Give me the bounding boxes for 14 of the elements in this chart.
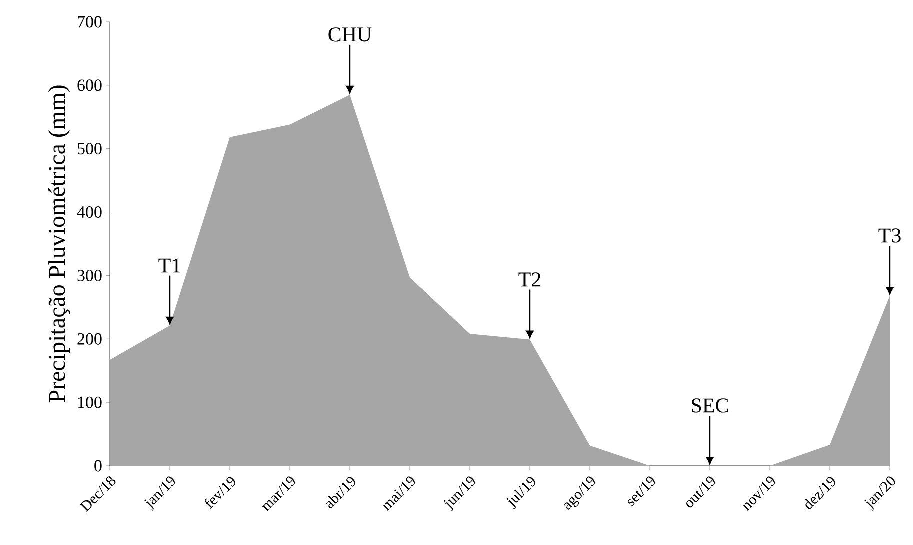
y-axis-title: Precipitação Pluviométrica (mm) bbox=[48, 86, 70, 403]
annotation: CHU bbox=[328, 28, 372, 42]
y-tick-label: 500 bbox=[78, 143, 102, 155]
y-tick-label: 400 bbox=[77, 206, 102, 218]
y-tick-label: 700 bbox=[78, 16, 102, 28]
annotation: T3 bbox=[878, 228, 901, 243]
y-tick-label: 300 bbox=[78, 270, 102, 282]
y-tick-label: 0 bbox=[94, 460, 102, 472]
y-tick-label: 200 bbox=[78, 333, 102, 345]
annotation: T2 bbox=[518, 272, 541, 287]
y-tick-label: 600 bbox=[78, 80, 102, 92]
annotation: T1 bbox=[158, 258, 180, 273]
y-tick-label: 100 bbox=[78, 396, 102, 408]
annotation: SEC bbox=[692, 398, 728, 413]
